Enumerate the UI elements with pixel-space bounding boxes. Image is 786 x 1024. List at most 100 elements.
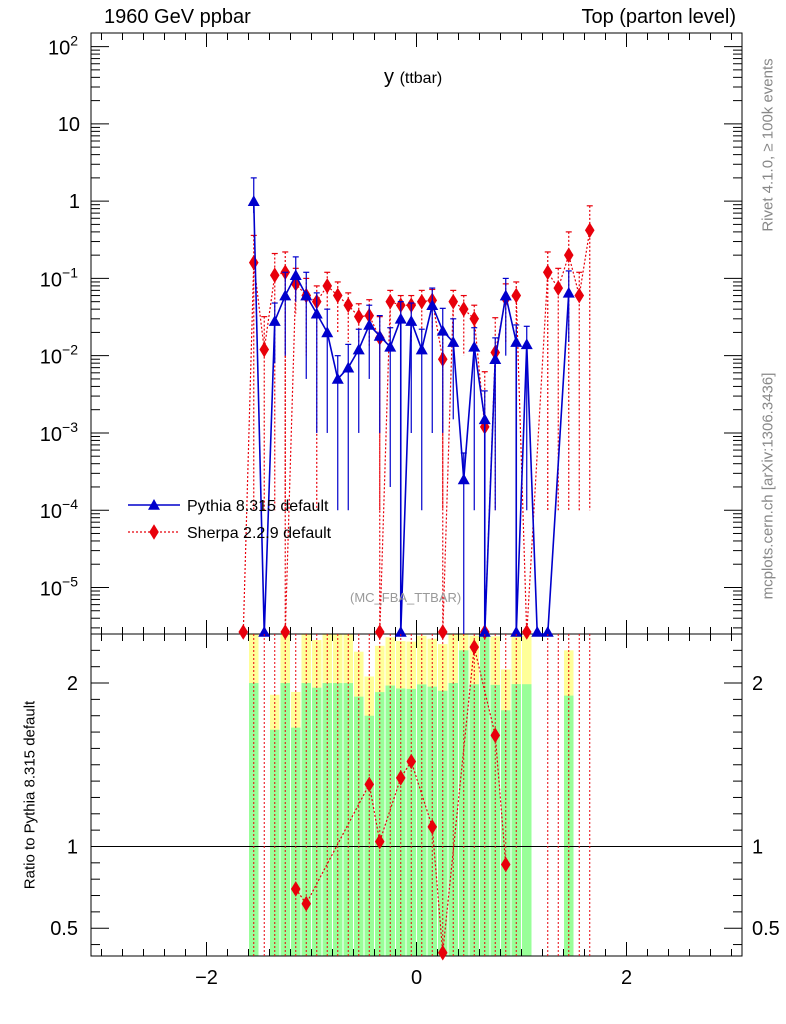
ratio-series — [253, 634, 591, 961]
data-point-zero — [238, 624, 249, 640]
data-point — [478, 413, 491, 425]
ratio-band-green — [501, 710, 511, 956]
data-point — [499, 289, 512, 301]
analysis-tag: (MC_FBA_TTBAR) — [350, 590, 462, 605]
ratio-y-tick-label-right: 2 — [752, 673, 763, 695]
data-point — [447, 336, 460, 347]
ratio-point — [406, 753, 417, 770]
data-point — [353, 308, 364, 325]
data-point — [343, 297, 354, 314]
legend-pythia-label: Pythia 8.315 default — [187, 498, 329, 515]
data-point — [268, 315, 281, 326]
data-point — [269, 267, 280, 284]
data-point — [469, 311, 480, 327]
y-tick-label-base: 10 — [40, 501, 62, 523]
y-tick-label: 102 — [48, 33, 78, 60]
data-point — [458, 301, 469, 317]
data-point — [310, 307, 323, 319]
data-point — [373, 329, 386, 341]
data-point — [405, 315, 418, 326]
data-point-zero — [258, 626, 271, 637]
ratio-point — [437, 944, 448, 961]
y-tick-label-base: 10 — [40, 347, 62, 369]
data-point — [363, 318, 376, 330]
ratio-band-green — [522, 684, 532, 956]
data-point-zero — [521, 624, 532, 640]
data-point-zero — [374, 624, 385, 640]
data-point — [247, 195, 260, 206]
ratio-plot-frame — [90, 633, 743, 957]
ratio-band-green — [291, 727, 301, 956]
axis-ticks — [91, 33, 742, 956]
data-point — [510, 336, 523, 347]
ratio-y-tick-label-right: 1 — [752, 836, 763, 858]
data-point — [553, 280, 564, 296]
legend: Pythia 8.315 default Sherpa 2.2.9 default — [128, 498, 332, 542]
data-point — [563, 247, 574, 263]
data-point — [562, 286, 575, 298]
y-tick-label-base: 10 — [48, 38, 70, 60]
data-point — [574, 287, 585, 304]
data-point — [394, 312, 407, 324]
data-point — [321, 326, 334, 338]
data-point — [289, 269, 302, 281]
plot-title-main: y — [384, 66, 394, 88]
data-point — [457, 473, 470, 485]
ratio-band-green — [385, 685, 395, 956]
y-tick-label: 10 — [58, 114, 80, 136]
data-point — [436, 324, 449, 336]
pythia-series — [247, 177, 575, 637]
y-tick-label-exponent: 2 — [70, 33, 78, 49]
y-tick-label-base: 10 — [40, 424, 62, 446]
ratio-band-green — [490, 684, 500, 956]
data-point — [332, 287, 343, 304]
y-tick-label: 1 — [69, 191, 80, 213]
ratio-point — [427, 819, 438, 835]
data-point-zero — [394, 626, 407, 637]
y-tick-label: 10−2 — [40, 342, 78, 369]
ratio-band-green — [564, 695, 574, 956]
data-point — [385, 293, 396, 310]
y-tick-label: 10−1 — [40, 264, 78, 291]
data-point — [322, 278, 333, 294]
data-point — [259, 341, 270, 358]
y-tick-label-exponent: −4 — [62, 496, 78, 512]
y-tick-label-exponent: −1 — [62, 264, 78, 280]
data-point-zero — [280, 624, 291, 640]
data-point-zero — [510, 626, 523, 637]
data-point — [331, 372, 344, 384]
ratio-y-tick-label-left: 1 — [67, 836, 78, 858]
ratio-band-green — [312, 687, 322, 956]
data-point — [248, 254, 259, 271]
ratio-band-green — [417, 684, 427, 956]
ratio-band-green — [375, 692, 385, 956]
data-point — [468, 340, 481, 352]
legend-sherpa-label: Sherpa 2.2.9 default — [187, 525, 332, 542]
mcplots-label: mcplots.cern.ch [arXiv:1306.3436] — [759, 372, 777, 600]
data-point — [448, 293, 459, 310]
x-tick-label: 2 — [621, 967, 632, 989]
ratio-point — [290, 881, 301, 897]
y-tick-label-base: 10 — [40, 578, 62, 600]
x-tick-label: 0 — [411, 967, 422, 989]
header-right-label: Top (parton level) — [581, 6, 736, 28]
data-point — [279, 289, 292, 301]
legend-sherpa-marker — [149, 524, 159, 540]
data-point-zero — [531, 626, 544, 637]
ratio-point — [490, 727, 501, 744]
y-tick-label: 10−5 — [40, 573, 78, 600]
x-tick-label: −2 — [195, 967, 218, 989]
data-point-zero — [541, 626, 554, 637]
data-point — [342, 361, 355, 373]
ratio-point — [469, 639, 480, 655]
ratio-band-green — [469, 684, 479, 956]
data-point — [352, 343, 365, 355]
ratio-point — [364, 776, 375, 793]
data-point — [542, 264, 553, 281]
ratio-y-tick-label-left: 2 — [67, 673, 78, 695]
y-tick-label-exponent: −5 — [62, 573, 78, 589]
ratio-point — [374, 833, 385, 850]
ratio-y-tick-label-right: 0.5 — [752, 918, 780, 940]
